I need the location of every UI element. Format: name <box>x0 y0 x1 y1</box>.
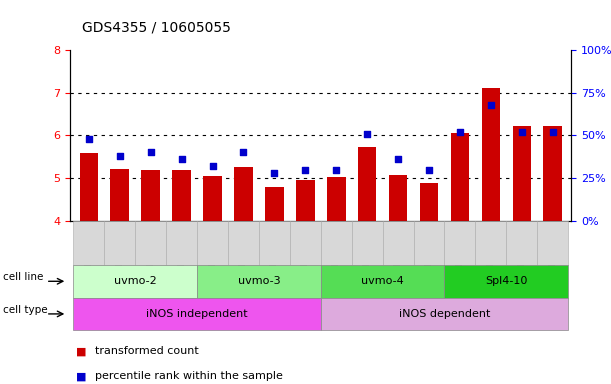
Point <box>269 170 279 176</box>
Point <box>301 167 310 173</box>
Bar <box>79 153 98 221</box>
Bar <box>389 175 408 221</box>
Text: iNOS independent: iNOS independent <box>146 309 248 319</box>
Point <box>393 156 403 162</box>
Bar <box>234 167 253 221</box>
Text: Spl4-10: Spl4-10 <box>485 276 527 286</box>
Point <box>548 129 558 135</box>
Point <box>238 149 248 156</box>
Point <box>362 131 372 137</box>
Point <box>177 156 186 162</box>
Bar <box>513 126 531 221</box>
Text: cell type: cell type <box>3 305 48 315</box>
Bar <box>543 126 562 221</box>
Point <box>115 153 125 159</box>
Bar <box>451 133 469 221</box>
Bar <box>111 169 129 221</box>
Bar <box>172 170 191 221</box>
Point <box>84 136 93 142</box>
Text: uvmo-4: uvmo-4 <box>361 276 404 286</box>
Point <box>208 163 218 169</box>
Bar <box>141 170 160 221</box>
Text: cell line: cell line <box>3 272 43 283</box>
Text: iNOS dependent: iNOS dependent <box>399 309 490 319</box>
Point <box>424 167 434 173</box>
Point <box>146 149 156 156</box>
Text: ■: ■ <box>76 346 87 356</box>
Bar <box>420 183 438 221</box>
Bar <box>265 187 284 221</box>
Bar <box>203 176 222 221</box>
Text: GDS4355 / 10605055: GDS4355 / 10605055 <box>82 21 232 35</box>
Text: transformed count: transformed count <box>95 346 199 356</box>
Text: uvmo-3: uvmo-3 <box>238 276 280 286</box>
Bar <box>481 88 500 221</box>
Bar <box>296 180 315 221</box>
Point <box>331 167 341 173</box>
Bar <box>358 147 376 221</box>
Text: uvmo-2: uvmo-2 <box>114 276 156 286</box>
Text: percentile rank within the sample: percentile rank within the sample <box>95 371 282 381</box>
Point <box>486 101 496 108</box>
Bar <box>327 177 345 221</box>
Text: ■: ■ <box>76 371 87 381</box>
Point <box>455 129 465 135</box>
Point <box>517 129 527 135</box>
